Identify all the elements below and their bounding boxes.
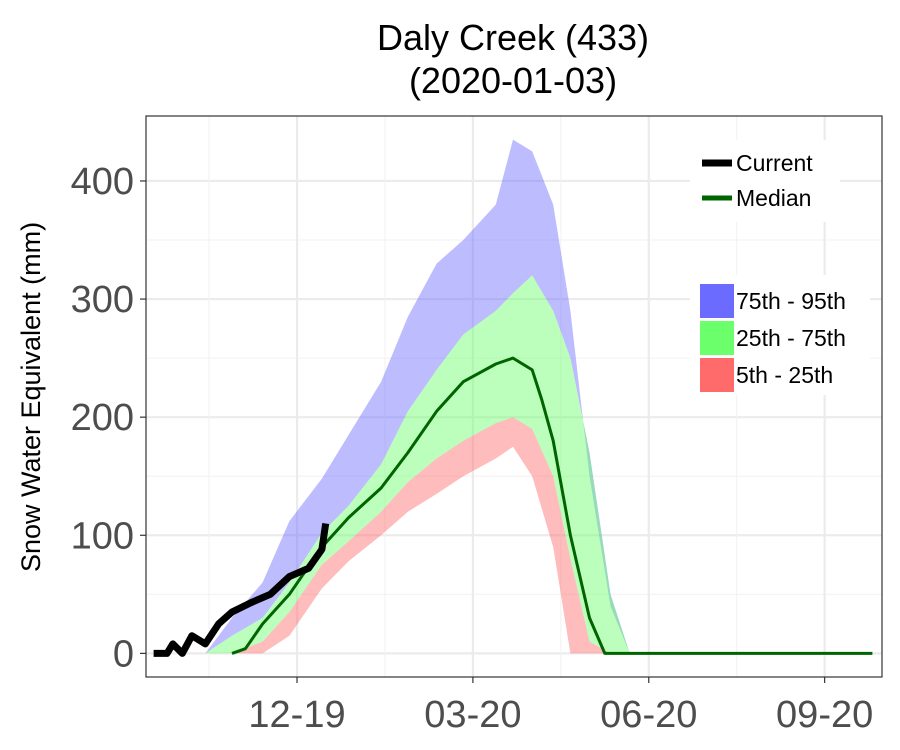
legend-label-band: 5th - 25th xyxy=(736,362,833,388)
legend-lines: Current Median xyxy=(690,140,840,222)
legend-label-median: Median xyxy=(736,185,811,211)
x-tick-label: 03-20 xyxy=(424,694,521,736)
x-tick-label: 12-19 xyxy=(248,694,345,736)
y-tick-label: 400 xyxy=(71,161,134,203)
band-5th-25th xyxy=(205,417,640,654)
median-line xyxy=(231,356,873,655)
chart-subtitle: (2020-01-03) xyxy=(409,60,617,101)
y-tick-label: 100 xyxy=(71,515,134,557)
plot-border xyxy=(145,115,883,678)
band-75th-95th xyxy=(205,139,640,654)
x-tick-label: 09-20 xyxy=(776,694,873,736)
legend-label-current: Current xyxy=(736,150,813,176)
y-tick-label: 0 xyxy=(113,633,134,675)
series-lines xyxy=(153,356,873,657)
y-tick-label: 200 xyxy=(71,397,134,439)
legend-key-band xyxy=(700,321,734,355)
legend-label-band: 25th - 75th xyxy=(736,325,846,351)
x-tick-label: 06-20 xyxy=(600,694,697,736)
y-axis-title: Snow Water Equivalent (mm) xyxy=(16,222,46,572)
current-line xyxy=(153,522,330,657)
y-axis: 0 100 200 300 400 xyxy=(71,161,146,675)
legend-bands: 75th - 95th 25th - 75th 5th - 25th xyxy=(690,275,870,395)
legend-label-band: 75th - 95th xyxy=(736,288,846,314)
chart-title: Daly Creek (433) xyxy=(377,17,649,58)
y-tick-label: 300 xyxy=(71,279,134,321)
legend-lines-box xyxy=(690,140,840,222)
x-axis: 12-19 03-20 06-20 09-20 xyxy=(248,677,873,736)
legend-key-band xyxy=(700,284,734,318)
legend-key-band xyxy=(700,358,734,392)
